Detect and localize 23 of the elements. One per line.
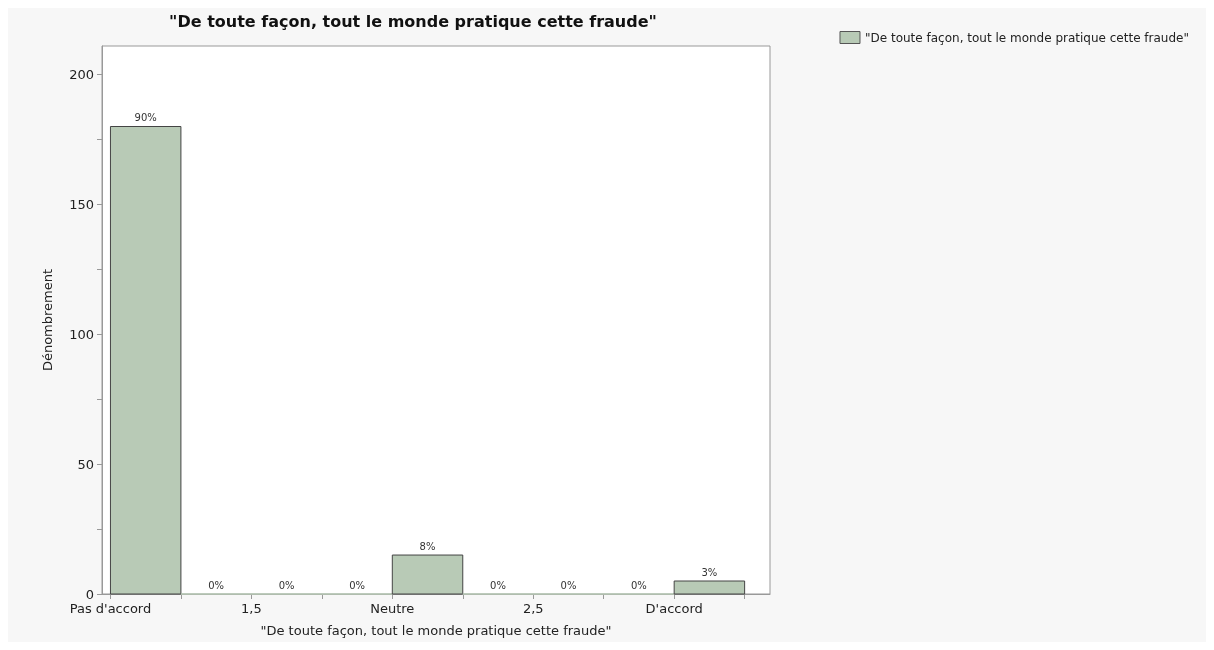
x-tick-label: 2,5 <box>522 601 544 616</box>
y-tick-label: 0 <box>85 586 94 602</box>
annotation: 0% <box>278 579 295 591</box>
annotation: 0% <box>349 579 366 591</box>
x-tick-label: Pas d'accord <box>69 601 152 616</box>
x-tick-label: Neutre <box>370 601 415 616</box>
annotation: 0% <box>560 579 577 591</box>
annotation: 8% <box>419 540 436 552</box>
y-tick-label: 150 <box>69 196 94 212</box>
annotation: 0% <box>631 579 647 591</box>
annotation: 0% <box>208 579 225 591</box>
y-axis-title: Dénombrement <box>40 268 55 372</box>
y-tick-label: 200 <box>69 67 94 83</box>
x-tick-label: D'accord <box>645 601 703 616</box>
annotation: 0% <box>490 579 506 591</box>
annotation: 3% <box>701 566 718 578</box>
y-tick-label: 50 <box>77 456 94 472</box>
y-tick-label: 100 <box>69 326 94 342</box>
annotation: 90% <box>134 112 157 124</box>
legend-label: "De toute façon, tout le monde pratique cette fraude" <box>864 30 1190 45</box>
x-tick-label: 1,5 <box>241 601 262 616</box>
x-axis-title: "De toute façon, tout le monde pratique cette fraude" <box>260 623 612 638</box>
chart-title: "De toute façon, tout le monde pratique cette fraude" <box>169 11 657 31</box>
